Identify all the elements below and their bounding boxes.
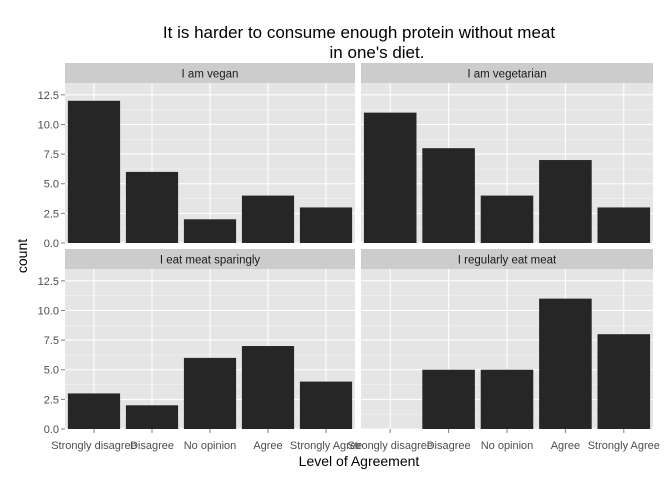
x-tick-label: Strongly disagree bbox=[347, 440, 433, 452]
bar bbox=[183, 357, 237, 429]
y-tick-label: 7.5 bbox=[44, 149, 59, 161]
bar bbox=[597, 334, 651, 429]
facet-strip bbox=[361, 63, 653, 83]
bar bbox=[125, 405, 179, 429]
bar bbox=[67, 100, 121, 244]
y-tick-label: 10.0 bbox=[38, 119, 59, 131]
facet-strip bbox=[361, 249, 653, 269]
y-tick-label: 10.0 bbox=[38, 305, 59, 317]
facet-strip-label: I regularly eat meat bbox=[458, 255, 557, 267]
x-tick-label: No opinion bbox=[184, 440, 237, 452]
y-tick-label: 0.0 bbox=[44, 424, 59, 436]
bar bbox=[539, 298, 592, 429]
x-tick-label: Agree bbox=[253, 440, 282, 452]
facet-strip-label: I eat meat sparingly bbox=[160, 255, 261, 267]
y-tick-label: 2.5 bbox=[44, 394, 59, 406]
bar bbox=[597, 207, 651, 243]
facet-strip bbox=[65, 249, 355, 269]
facet-panel: I am vegetarian bbox=[361, 63, 653, 244]
bar bbox=[241, 195, 295, 243]
x-tick-label: Agree bbox=[551, 440, 580, 452]
bar bbox=[125, 171, 179, 243]
bar bbox=[67, 393, 121, 429]
y-tick-label: 5.0 bbox=[44, 179, 59, 191]
bar bbox=[480, 369, 534, 429]
y-tick-label: 5.0 bbox=[44, 365, 59, 377]
bar bbox=[299, 207, 353, 243]
y-tick-label: 12.5 bbox=[38, 90, 59, 102]
y-axis-title: count bbox=[14, 239, 30, 273]
x-tick-label: Disagree bbox=[427, 440, 471, 452]
bar bbox=[422, 148, 475, 243]
y-tick-label: 12.5 bbox=[38, 276, 59, 288]
facet-grid: I am vegan 0.0 2.5 5.0 7.5 10.0 12.5 I am veget… bbox=[38, 63, 660, 452]
x-axis-title: Level of Agreement bbox=[299, 453, 420, 469]
facet-panel: I eat meat sparingly 0.0 2.5 5.0 7.5 10.0 12.5… bbox=[38, 249, 362, 452]
bar bbox=[183, 219, 237, 243]
x-tick-label: Strongly disagree bbox=[51, 440, 137, 452]
x-tick-label: Strongly Agree bbox=[588, 440, 660, 452]
chart-title-line-2: in one's diet. bbox=[330, 43, 425, 62]
bar bbox=[480, 195, 534, 243]
facet-panel: I am vegan 0.0 2.5 5.0 7.5 10.0 12.5 bbox=[38, 63, 355, 250]
facet-strip-label: I am vegan bbox=[182, 69, 239, 81]
bar bbox=[363, 112, 417, 243]
y-tick-label: 7.5 bbox=[44, 335, 59, 347]
chart-title-line-1: It is harder to consume enough protein w… bbox=[163, 23, 555, 42]
y-tick-label: 2.5 bbox=[44, 208, 59, 220]
facet-panel: I regularly eat meat Strongly disagreeDis… bbox=[347, 249, 660, 452]
bar bbox=[299, 381, 353, 429]
bar bbox=[241, 346, 295, 429]
facet-strip-label: I am vegetarian bbox=[467, 69, 546, 81]
facet-strip bbox=[65, 63, 355, 83]
x-tick-label: No opinion bbox=[481, 440, 534, 452]
x-tick-label: Disagree bbox=[130, 440, 174, 452]
bar bbox=[422, 369, 475, 429]
y-tick-label: 0.0 bbox=[44, 238, 59, 250]
x-tick-label: Strongly Agree bbox=[290, 440, 362, 452]
bar bbox=[539, 160, 592, 243]
